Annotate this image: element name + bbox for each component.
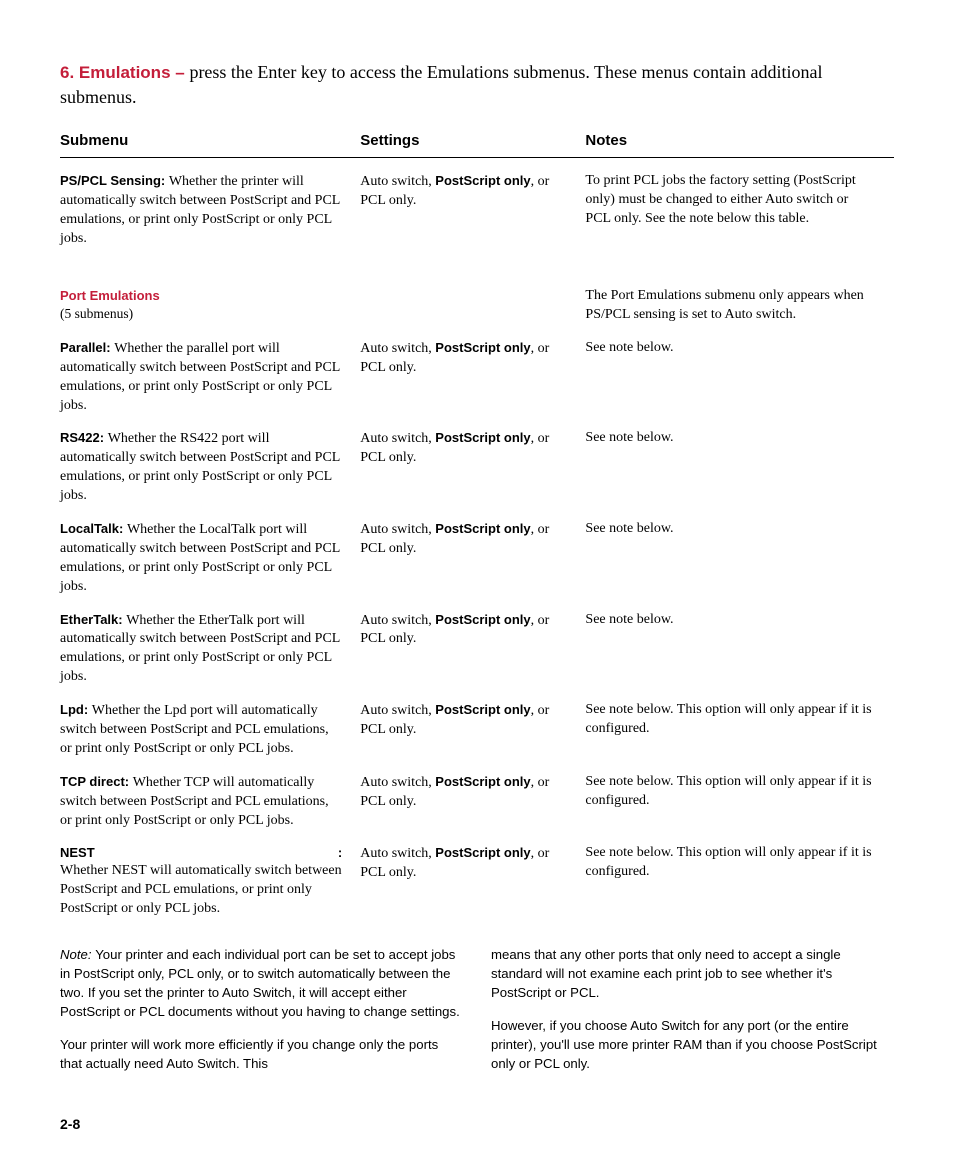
table-row: Parallel: Whether the parallel port will… bbox=[60, 329, 894, 420]
settings-pre: Auto switch, bbox=[360, 341, 435, 356]
table-row: PS/PCL Sensing: Whether the printer will… bbox=[60, 158, 894, 253]
row-notes: See note below. This option will only ap… bbox=[585, 763, 894, 835]
nest-colon: : bbox=[338, 844, 342, 862]
table-row: NEST : Whether NEST will automatically s… bbox=[60, 834, 894, 922]
row-desc: Whether the Lpd port will automatically … bbox=[60, 703, 329, 756]
footer-col-right: means that any other ports that only nee… bbox=[491, 945, 894, 1088]
table-row: EtherTalk: Whether the EtherTalk port wi… bbox=[60, 601, 894, 692]
footer-notes: Note: Your printer and each individual p… bbox=[60, 945, 894, 1088]
note-label: Note: bbox=[60, 947, 95, 962]
col-header-submenu: Submenu bbox=[60, 127, 360, 158]
table-row: Port Emulations (5 submenus) The Port Em… bbox=[60, 253, 894, 329]
section-heading: 6. Emulations – press the Enter key to a… bbox=[60, 60, 894, 109]
settings-pre: Auto switch, bbox=[360, 174, 435, 189]
row-notes: See note below. bbox=[585, 601, 894, 692]
row-term: Parallel: bbox=[60, 340, 114, 355]
settings-pre: Auto switch, bbox=[360, 613, 435, 628]
row-term: EtherTalk: bbox=[60, 612, 126, 627]
col-header-settings: Settings bbox=[360, 127, 585, 158]
row-term-nest: NEST : bbox=[60, 844, 342, 862]
table-row: Lpd: Whether the Lpd port will automatic… bbox=[60, 691, 894, 763]
settings-pre: Auto switch, bbox=[360, 775, 435, 790]
settings-bold: PostScript only bbox=[435, 845, 530, 860]
settings-bold: PostScript only bbox=[435, 521, 530, 536]
row-notes: See note below. This option will only ap… bbox=[585, 834, 894, 922]
settings-bold: PostScript only bbox=[435, 430, 530, 445]
settings-bold: PostScript only bbox=[435, 702, 530, 717]
settings-bold: PostScript only bbox=[435, 612, 530, 627]
settings-pre: Auto switch, bbox=[360, 522, 435, 537]
nest-label: NEST bbox=[60, 844, 95, 862]
row-subterm: Port Emulations bbox=[60, 287, 342, 305]
heading-title: 6. Emulations – bbox=[60, 63, 189, 82]
settings-pre: Auto switch, bbox=[360, 431, 435, 446]
row-term: PS/PCL Sensing: bbox=[60, 173, 169, 188]
row-notes: To print PCL jobs the factory setting (P… bbox=[585, 158, 894, 253]
row-term: RS422: bbox=[60, 430, 108, 445]
footer-col-left: Note: Your printer and each individual p… bbox=[60, 945, 463, 1088]
row-notes: See note below. bbox=[585, 329, 894, 420]
table-row: TCP direct: Whether TCP will automatical… bbox=[60, 763, 894, 835]
settings-pre: Auto switch, bbox=[360, 846, 435, 861]
footer-left-p2: Your printer will work more efficiently … bbox=[60, 1035, 463, 1073]
settings-bold: PostScript only bbox=[435, 774, 530, 789]
emulations-table: Submenu Settings Notes PS/PCL Sensing: W… bbox=[60, 127, 894, 922]
row-term: TCP direct: bbox=[60, 774, 133, 789]
footer-left-p1: Your printer and each individual port ca… bbox=[60, 947, 460, 1019]
row-subcount: (5 submenus) bbox=[60, 305, 342, 323]
row-notes: See note below. bbox=[585, 419, 894, 510]
row-desc: Whether NEST will automatically switch b… bbox=[60, 863, 342, 916]
row-term: Lpd: bbox=[60, 702, 92, 717]
page-number: 2-8 bbox=[60, 1115, 894, 1134]
table-row: RS422: Whether the RS422 port will autom… bbox=[60, 419, 894, 510]
footer-right-p1: means that any other ports that only nee… bbox=[491, 945, 894, 1002]
table-row: LocalTalk: Whether the LocalTalk port wi… bbox=[60, 510, 894, 601]
row-notes: The Port Emulations submenu only appears… bbox=[585, 253, 894, 329]
settings-bold: PostScript only bbox=[435, 173, 530, 188]
row-term: LocalTalk: bbox=[60, 521, 127, 536]
settings-bold: PostScript only bbox=[435, 340, 530, 355]
col-header-notes: Notes bbox=[585, 127, 894, 158]
row-notes: See note below. This option will only ap… bbox=[585, 691, 894, 763]
settings-pre: Auto switch, bbox=[360, 703, 435, 718]
footer-right-p2: However, if you choose Auto Switch for a… bbox=[491, 1016, 894, 1073]
row-notes: See note below. bbox=[585, 510, 894, 601]
